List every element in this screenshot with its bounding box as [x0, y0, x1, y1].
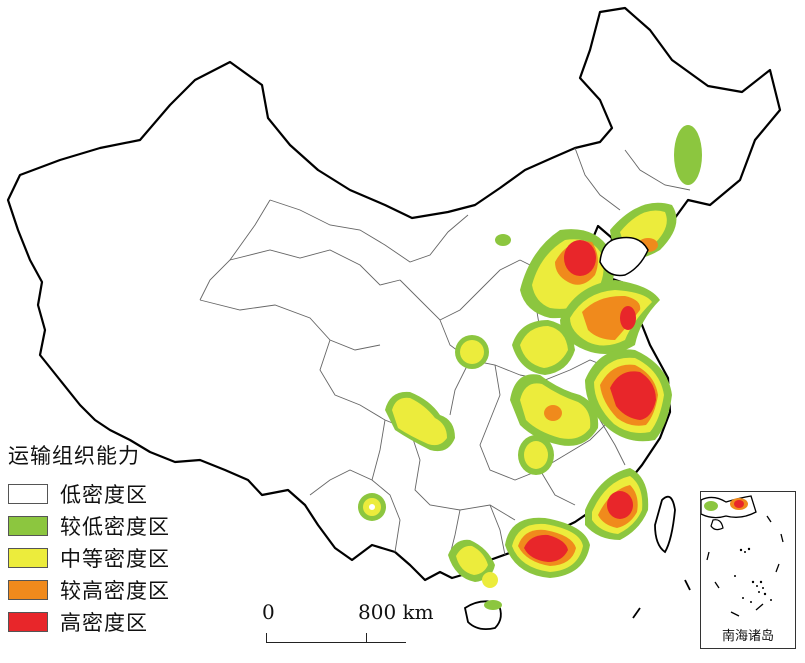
scale-tick-start [266, 633, 267, 642]
legend-label-lower: 较低密度区 [60, 515, 170, 539]
legend-swatch-high [8, 612, 48, 632]
density-zones [358, 125, 702, 588]
legend-item-high: 高密度区 [8, 606, 238, 638]
taiwan-island [654, 495, 676, 554]
legend-item-medium: 中等密度区 [8, 542, 238, 574]
inset-map [700, 495, 784, 617]
legend-item-higher: 较高密度区 [8, 574, 238, 606]
legend-item-lower: 较低密度区 [8, 510, 238, 542]
legend-swatch-higher [8, 580, 48, 600]
legend-item-low: 低密度区 [8, 478, 238, 510]
nine-dash-marks [632, 579, 691, 619]
legend-swatch-lower [8, 516, 48, 536]
scale-end-label: 800 km [358, 600, 434, 624]
legend: 运输组织能力 低密度区 较低密度区 中等密度区 较高密度区 高密度区 [8, 440, 238, 638]
scale-tick-end [366, 633, 367, 642]
legend-swatch-low [8, 484, 48, 504]
legend-label-higher: 较高密度区 [60, 579, 170, 603]
south-china-sea-inset: 南海诸岛 [700, 491, 796, 649]
inset-label: 南海诸岛 [721, 629, 774, 644]
legend-label-medium: 中等密度区 [60, 547, 170, 571]
bohai-sea [599, 236, 649, 277]
legend-title: 运输组织能力 [8, 444, 140, 468]
legend-swatch-medium [8, 548, 48, 568]
legend-label-low: 低密度区 [60, 483, 148, 507]
scale-start-label: 0 [262, 600, 275, 624]
scale-bar: 0 800 km [262, 600, 442, 650]
scale-line [266, 642, 406, 643]
legend-label-high: 高密度区 [60, 611, 148, 635]
